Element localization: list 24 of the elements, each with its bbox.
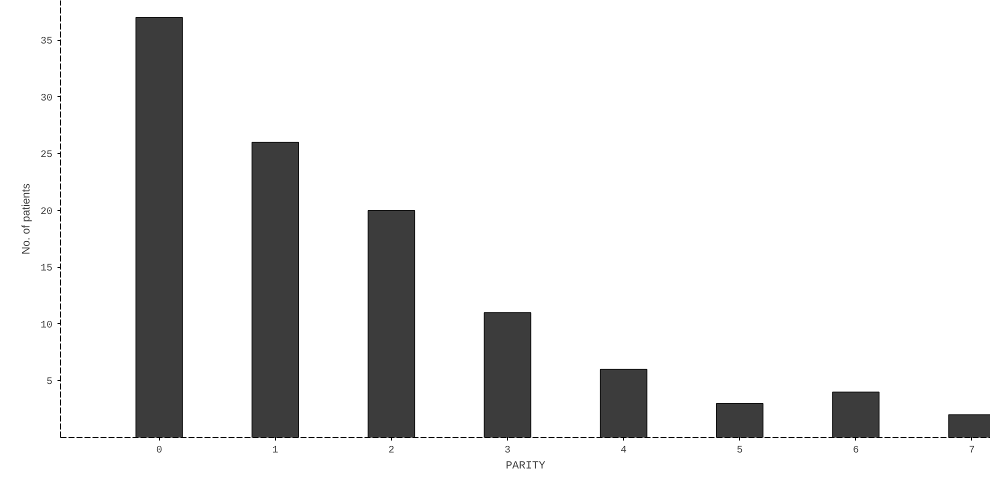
x-tick-label: 4 (620, 446, 627, 456)
y-tick-label: 20 (40, 206, 53, 218)
x-tick-label: 6 (852, 446, 859, 456)
x-tick-label: 7 (968, 446, 975, 456)
x-axis-title: PARITY (506, 460, 546, 472)
y-axis-title: No. of patients (20, 183, 32, 254)
x-tick-label: 1 (272, 446, 278, 456)
y-tick-label: 5 (46, 377, 53, 388)
bar (135, 17, 183, 438)
bar (716, 402, 764, 438)
y-tick-label: 35 (40, 36, 53, 48)
y-tick-label: 10 (40, 320, 53, 332)
bar (832, 392, 880, 438)
bar (600, 368, 648, 438)
bar (368, 210, 416, 438)
x-tick-label: 3 (504, 446, 511, 456)
y-tick-label: 25 (40, 150, 53, 162)
bar (484, 312, 532, 438)
x-tick-label: 2 (388, 446, 394, 456)
y-tick-label: 15 (40, 264, 53, 275)
x-tick-label: 0 (156, 446, 162, 456)
bar (252, 142, 300, 438)
x-tick-label: 5 (736, 446, 743, 456)
y-tick-label: 30 (40, 93, 53, 104)
